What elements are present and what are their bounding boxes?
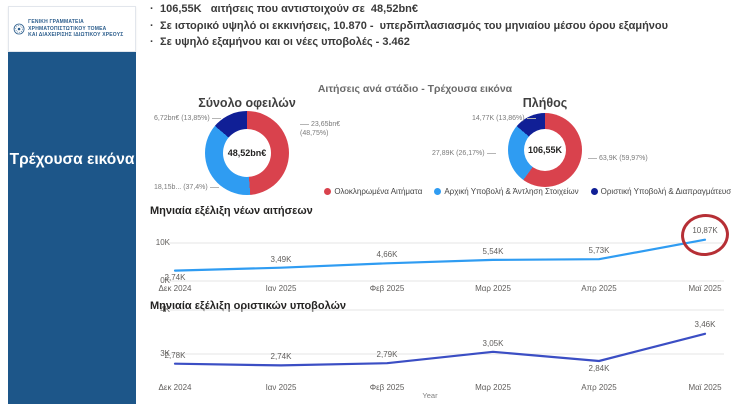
slice-pct: (13,85%) <box>181 115 210 122</box>
slice-label: 63,9K (59,97%) <box>588 154 648 163</box>
slice-value: 18,15b... <box>154 184 182 191</box>
slice-value: 63,9K <box>599 155 618 162</box>
logo-text: ΓΕΝΙΚΗ ΓΡΑΜΜΑΤΕΙΑ ΧΡΗΜΑΤΟΠΙΣΤΩΤΙΚΟΥ ΤΟΜΕ… <box>28 19 131 39</box>
logo-text-line2: ΚΑΙ ΔΙΑΧΕΙΡΙΣΗΣ ΙΔΙΩΤΙΚΟΥ ΧΡΕΟΥΣ <box>28 32 124 39</box>
sidebar-tab-current-view[interactable]: Τρέχουσα εικόνα <box>9 151 135 168</box>
slice-label: 6,72bn€ (13,85%) <box>154 114 221 123</box>
data-point-label: 2,74K <box>270 352 292 362</box>
slice-pct: (13,86%) <box>496 115 525 122</box>
y-axis-tick-label: 3K <box>160 349 170 358</box>
donut-center-label: 106,55K <box>524 129 566 171</box>
sidebar-nav: Τρέχουσα εικόνα <box>8 52 136 404</box>
logo-text-line1: ΓΕΝΙΚΗ ΓΡΑΜΜΑΤΕΙΑ ΧΡΗΜΑΤΟΠΙΣΤΩΤΙΚΟΥ ΤΟΜΕ… <box>28 19 107 32</box>
legend-label: Ολοκληρωμένα Αιτήματα <box>334 187 423 196</box>
donut-chart-total-debts: Σύνολο οφειλών 48,52bn€ 6,72bn€ (13,85%)… <box>150 96 345 201</box>
x-axis-category-label: Δεκ 2024 <box>158 383 192 392</box>
x-axis-category-label: Φεβ 2025 <box>369 284 405 293</box>
data-point-label: 2,79K <box>376 350 398 360</box>
donut-center-label: 48,52bn€ <box>223 129 271 177</box>
legend-item[interactable]: Αρχική Υποβολή & Άντληση Στοιχείων <box>434 187 579 196</box>
donut-ring[interactable]: 48,52bn€ <box>205 111 289 195</box>
data-point-label: 5,54K <box>482 246 504 256</box>
donut-title: Σύνολο οφειλών <box>198 96 296 110</box>
bullet-item: Σε υψηλό εξαμήνου και οι νέες υποβολές -… <box>148 35 693 51</box>
slice-pct: (48,75%) <box>300 130 329 138</box>
x-axis-category-label: Μαϊ 2025 <box>688 284 722 293</box>
y-axis-tick-label: 4K <box>160 305 170 314</box>
slice-value: 27,89K <box>432 150 455 157</box>
donut-ring[interactable]: 106,55K <box>508 113 582 187</box>
x-axis-category-label: Μαρ 2025 <box>475 284 511 293</box>
x-axis-category-label: Ιαν 2025 <box>265 284 297 293</box>
line-chart-plot <box>169 238 724 282</box>
summary-bullets: 106,55K αιτήσεις που αντιστοιχούν σε 48,… <box>148 2 693 52</box>
legend-dot-icon <box>324 188 332 195</box>
chart-legend: Ολοκληρωμένα Αιτήματα Αρχική Υποβολή & Άν… <box>320 187 731 196</box>
slice-value: 14,77K <box>472 115 495 122</box>
legend-dot-icon <box>434 188 442 195</box>
bullet-item: 106,55K αιτήσεις που αντιστοιχούν σε 48,… <box>148 2 693 18</box>
x-axis-category-label: Φεβ 2025 <box>369 383 405 392</box>
slice-pct: (37,4%) <box>183 184 208 191</box>
x-axis-category-label: Μαρ 2025 <box>475 383 511 392</box>
data-point-label: 4,66K <box>376 250 398 260</box>
data-point-label: 2,74K <box>164 272 186 282</box>
data-point-label: 3,49K <box>270 254 292 264</box>
slice-label: 18,15b... (37,4%) <box>154 183 219 192</box>
x-axis-category-label: Απρ 2025 <box>581 383 617 392</box>
data-point-label: 10,87K <box>692 225 718 235</box>
x-axis-category-label: Ιαν 2025 <box>265 383 297 392</box>
donut-chart-count: Πλήθος 106,55K 14,77K (13,86%) 27,89K (2… <box>430 96 680 201</box>
legend-dot-icon <box>590 188 598 195</box>
data-series-line <box>173 238 707 272</box>
slice-value: 6,72bn€ <box>154 115 180 122</box>
data-series-line <box>173 332 707 367</box>
y-axis-tick-label: 0K <box>160 276 170 285</box>
data-point-label: 3,05K <box>482 338 504 348</box>
data-point-label: 2,78K <box>164 350 186 360</box>
donut-title: Πλήθος <box>522 96 568 110</box>
line-chart-new-applications[interactable]: Μηνιαία εξέλιξη νέων αιτήσεων 0K 10K 2,74K… <box>150 205 731 300</box>
x-axis-title: Year <box>422 391 438 400</box>
y-axis-tick-label: 10K <box>155 238 170 247</box>
slice-value: 23,65bn€ <box>311 121 341 128</box>
bullet-item: Σε ιστορικό υψηλό οι εκκινήσεις, 10.870 … <box>148 19 693 35</box>
data-point-label: 2,84K <box>588 364 610 374</box>
section-title: Αιτήσεις ανά στάδιο - Τρέχουσα εικόνα <box>317 83 513 95</box>
logo-card: ΓΕΝΙΚΗ ΓΡΑΜΜΑΤΕΙΑ ΧΡΗΜΑΤΟΠΙΣΤΩΤΙΚΟΥ ΤΟΜΕ… <box>8 6 136 52</box>
data-point-label: 5,73K <box>588 246 610 256</box>
slice-pct: (59,97%) <box>619 155 648 162</box>
chart-title: Μηνιαία εξέλιξη νέων αιτήσεων <box>150 205 313 217</box>
x-axis-category-label: Δεκ 2024 <box>158 284 192 293</box>
slice-label: 14,77K (13,86%) <box>472 114 536 123</box>
slice-label: 27,89K (26,17%) <box>432 149 496 158</box>
data-point-label: 3,46K <box>694 319 716 329</box>
legend-item[interactable]: Οριστική Υποβολή & Διαπραγμάτευση <box>590 187 731 196</box>
x-axis-category-label: Απρ 2025 <box>581 284 617 293</box>
slice-pct: (26,17%) <box>456 150 485 157</box>
line-chart-final-submissions[interactable]: Μηνιαία εξέλιξη οριστικών υποβολών Year … <box>150 300 730 405</box>
legend-label: Οριστική Υποβολή & Διαπραγμάτευση <box>600 187 731 196</box>
legend-item[interactable]: Ολοκληρωμένα Αιτήματα <box>324 187 422 196</box>
x-axis-category-label: Μαϊ 2025 <box>688 383 722 392</box>
chart-title: Μηνιαία εξέλιξη οριστικών υποβολών <box>150 300 346 312</box>
legend-label: Αρχική Υποβολή & Άντληση Στοιχείων <box>444 187 579 196</box>
government-emblem-icon <box>13 23 25 35</box>
line-chart-plot <box>169 309 724 367</box>
slice-label: 23,65bn€ (48,75%) <box>300 120 350 138</box>
